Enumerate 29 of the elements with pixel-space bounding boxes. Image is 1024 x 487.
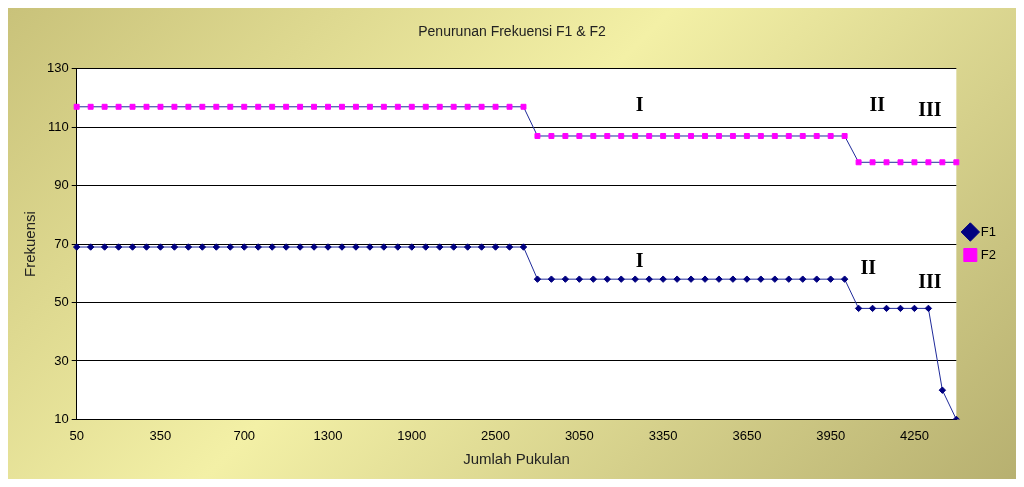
x-tick-label: 3650	[732, 427, 762, 443]
annotation: III	[918, 269, 942, 292]
annotation: III	[918, 98, 942, 121]
annotation: II	[860, 255, 877, 278]
y-tick-label: 30	[54, 352, 69, 368]
x-tick-label: 3050	[564, 427, 594, 443]
x-tick-label: 1300	[313, 427, 343, 443]
x-tick-label: 3950	[816, 427, 846, 443]
x-tick-label: 3350	[648, 427, 678, 443]
y-tick-label: 130	[46, 60, 69, 76]
annotation: I	[635, 248, 644, 271]
y-tick-label: 10	[54, 410, 69, 426]
x-axis-title: Jumlah Pukulan	[463, 450, 570, 468]
x-tick-label: 1900	[397, 427, 427, 443]
y-tick-label: 90	[54, 177, 69, 193]
x-tick-label: 50	[69, 427, 84, 443]
legend-label: F1	[980, 223, 996, 239]
y-axis-title: Frekuensi	[21, 211, 39, 278]
x-tick-label: 4250	[899, 427, 929, 443]
y-tick-label: 110	[47, 118, 69, 134]
x-tick-label: 2500	[481, 427, 511, 443]
legend-label: F2	[980, 246, 996, 262]
y-tick-label: 70	[54, 235, 69, 251]
annotation: II	[869, 92, 886, 115]
x-tick-label: 700	[233, 427, 256, 443]
annotation: I	[635, 92, 644, 115]
x-tick-label: 350	[149, 427, 172, 443]
chart-title: Penurunan Frekuensi F1 & F2	[418, 23, 606, 40]
y-tick-label: 50	[54, 294, 69, 310]
